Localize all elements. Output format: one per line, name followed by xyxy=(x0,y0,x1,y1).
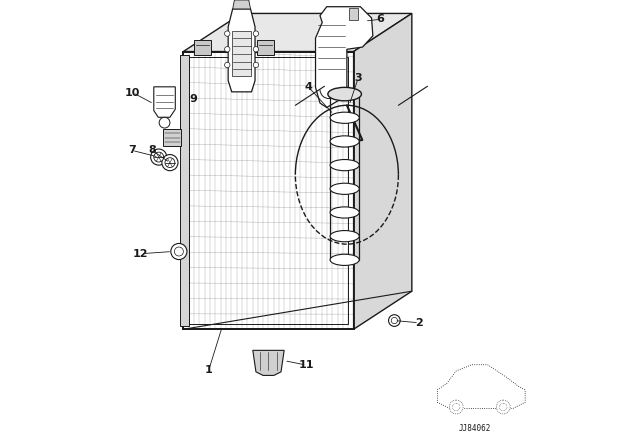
Circle shape xyxy=(225,47,230,52)
Circle shape xyxy=(499,403,507,411)
Polygon shape xyxy=(183,52,353,329)
Circle shape xyxy=(449,400,463,414)
Ellipse shape xyxy=(330,231,359,242)
Circle shape xyxy=(162,155,178,171)
Text: 11: 11 xyxy=(299,360,314,370)
Polygon shape xyxy=(316,7,373,108)
Ellipse shape xyxy=(330,207,359,218)
Ellipse shape xyxy=(330,183,359,194)
Polygon shape xyxy=(232,31,252,76)
Circle shape xyxy=(253,47,259,52)
Circle shape xyxy=(225,62,230,68)
Text: 9: 9 xyxy=(189,95,197,104)
Text: 6: 6 xyxy=(376,14,385,24)
Ellipse shape xyxy=(330,136,359,147)
Circle shape xyxy=(165,158,175,168)
Polygon shape xyxy=(228,9,255,92)
Polygon shape xyxy=(232,0,250,9)
Text: JJ84062: JJ84062 xyxy=(459,424,491,433)
Ellipse shape xyxy=(330,112,359,123)
Circle shape xyxy=(159,117,170,128)
Circle shape xyxy=(391,317,397,323)
Ellipse shape xyxy=(330,88,359,99)
Text: 3: 3 xyxy=(355,73,362,83)
Polygon shape xyxy=(180,55,189,326)
Text: 7: 7 xyxy=(128,145,136,155)
Circle shape xyxy=(497,400,510,414)
Polygon shape xyxy=(183,13,412,52)
Ellipse shape xyxy=(328,87,362,101)
Text: 8: 8 xyxy=(148,145,156,155)
Circle shape xyxy=(174,247,183,256)
Circle shape xyxy=(253,31,259,36)
Circle shape xyxy=(225,31,230,36)
Text: 4: 4 xyxy=(305,82,313,92)
Circle shape xyxy=(388,314,400,326)
Polygon shape xyxy=(163,129,181,146)
Circle shape xyxy=(154,152,164,162)
Circle shape xyxy=(253,62,259,68)
Polygon shape xyxy=(353,13,412,329)
Text: 10: 10 xyxy=(125,88,140,98)
Polygon shape xyxy=(194,40,211,55)
Ellipse shape xyxy=(330,159,359,171)
Polygon shape xyxy=(349,8,358,20)
Circle shape xyxy=(150,149,167,165)
Text: 1: 1 xyxy=(205,365,212,375)
Polygon shape xyxy=(253,350,284,375)
Polygon shape xyxy=(257,40,274,55)
Polygon shape xyxy=(154,87,175,117)
Text: 2: 2 xyxy=(415,318,423,328)
Circle shape xyxy=(452,403,460,411)
Text: 12: 12 xyxy=(133,249,148,259)
Ellipse shape xyxy=(330,254,359,265)
Circle shape xyxy=(171,243,187,259)
